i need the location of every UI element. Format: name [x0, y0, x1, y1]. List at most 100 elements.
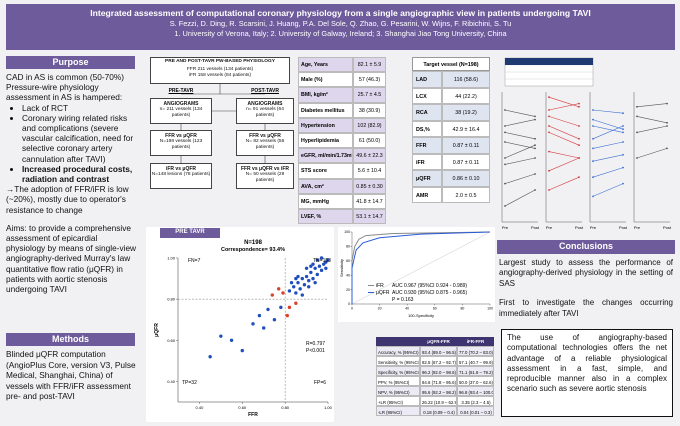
flow-title: ANGIOGRAMS [163, 101, 199, 107]
table-cell: 0.87 ± 0.11 [442, 137, 490, 154]
point [324, 260, 328, 264]
point [504, 163, 506, 166]
table-cell: 82.1 ± 5.9 [353, 57, 386, 73]
point [578, 157, 580, 159]
point [251, 322, 255, 326]
point [270, 293, 274, 297]
point [309, 270, 313, 275]
table-cell: DS,% [412, 120, 442, 137]
table-cell: Sensitivity, % (95%CI) [376, 356, 420, 366]
title: Integrated assessment of computational c… [90, 8, 591, 18]
point [548, 169, 550, 172]
slope-line [548, 176, 580, 191]
point [311, 262, 315, 266]
table-cell: 49.6 ± 22.3 [353, 148, 386, 164]
table-cell: 44 (22.2) [442, 87, 490, 104]
point [287, 289, 292, 293]
slope-line [636, 125, 668, 133]
x-label: Post [619, 225, 628, 230]
point [315, 272, 319, 277]
point [548, 115, 550, 118]
flow-box: FFR vs μQFR N= 82 vessels (56 patients) [236, 130, 294, 156]
table-cell: 38 (19.2) [442, 104, 490, 121]
bullet: Lack of RCT [22, 103, 137, 113]
diagonal [351, 231, 491, 305]
point [534, 118, 536, 121]
point [504, 125, 506, 127]
x-label: Pre [546, 225, 553, 230]
table-cell: 93.4 (89.0 – 96.5) [420, 346, 457, 356]
point [636, 157, 638, 159]
slope-line [548, 132, 580, 146]
flow-text: N=198 vessels (123 patients) [159, 139, 203, 150]
point [296, 280, 300, 285]
x-tick-label: 0.60 [238, 405, 247, 410]
flow-label: PRE-TAVR [168, 88, 194, 94]
flow-label: POST-TAVR [251, 88, 279, 94]
table-cell: iFR [412, 153, 442, 170]
point [534, 144, 536, 147]
table-cell: 50.0 (37.0 – 62.6) [457, 376, 494, 386]
point [257, 313, 262, 318]
flow-title: FFR vs μQFR vs iFR [240, 166, 290, 172]
table-cell: 3.35 (2.3 – 4.5) [457, 396, 494, 406]
table-cell: 38 (30.9) [353, 102, 386, 118]
x-tick-label: 0.40 [196, 405, 205, 410]
point [622, 182, 624, 185]
paragraph: Largest study to assess the performance … [499, 258, 673, 288]
table-cell: 26.22 (10.9 – 62.9) [420, 396, 457, 406]
boxed-text: The use of angiography-based computation… [501, 329, 673, 417]
y-tick-label: 0.80 [167, 297, 176, 302]
point [504, 182, 506, 185]
point [272, 318, 277, 322]
annotation: Correspondence= 93.4% [221, 247, 285, 253]
y-tick-label: 20 [346, 288, 350, 292]
point [289, 280, 294, 285]
point [326, 258, 330, 262]
point [534, 157, 536, 159]
point [219, 334, 223, 338]
slope-line [504, 132, 536, 140]
bullet: Coronary wiring related risks and compli… [22, 113, 137, 164]
point [592, 160, 594, 163]
point [534, 137, 536, 140]
legend-label: AUC 0.930 (95%CI 0.875 - 0.965) [392, 290, 467, 296]
slope-line [548, 151, 580, 159]
x-tick-label: 40 [405, 307, 409, 311]
point [266, 307, 270, 312]
slope-line [504, 119, 536, 127]
x-tick-label: 1.00 [324, 405, 333, 410]
flow-title: PRE AND POST-TAVR PW-BASED PHYSIOLOGY [165, 59, 275, 64]
slope-line [592, 109, 624, 114]
point [296, 274, 300, 279]
table-cell: 0.86 ± 0.10 [442, 170, 490, 187]
y-tick-label: 1.00 [167, 256, 176, 261]
roc-curve [351, 231, 491, 304]
table-cell: +LR (95%CI) [376, 396, 420, 406]
table-cell: FFR [412, 137, 442, 154]
point [304, 266, 309, 270]
x-tick-label: 100 [487, 307, 493, 311]
paragraph: First to investigate the changes occurri… [499, 298, 673, 318]
flow-text: FFR 211 vessels (134 patients) [186, 67, 254, 72]
point [622, 153, 624, 156]
table-cell: 116 (58.6) [442, 71, 490, 88]
panel [338, 227, 495, 322]
slope-line [592, 125, 624, 140]
paragraph: CAD in AS is common (50-70%) [6, 72, 125, 82]
table-cell: 84.6 (71.8 – 95.6) [420, 376, 457, 386]
point [592, 147, 594, 150]
slope-line [592, 183, 624, 197]
point [636, 105, 638, 108]
point [578, 144, 580, 147]
point [302, 283, 307, 287]
point [240, 348, 244, 353]
y-axis-label: μQFR [154, 323, 160, 337]
table-cell: 0.85 ± 0.30 [353, 178, 386, 194]
table-cell: 0.87 ± 0.11 [442, 153, 490, 170]
point [294, 301, 298, 305]
point [592, 125, 594, 127]
table-cell: 61 (50.0) [353, 133, 386, 149]
affiliations: 1. University of Verona, Italy; 2. Unive… [174, 29, 507, 38]
